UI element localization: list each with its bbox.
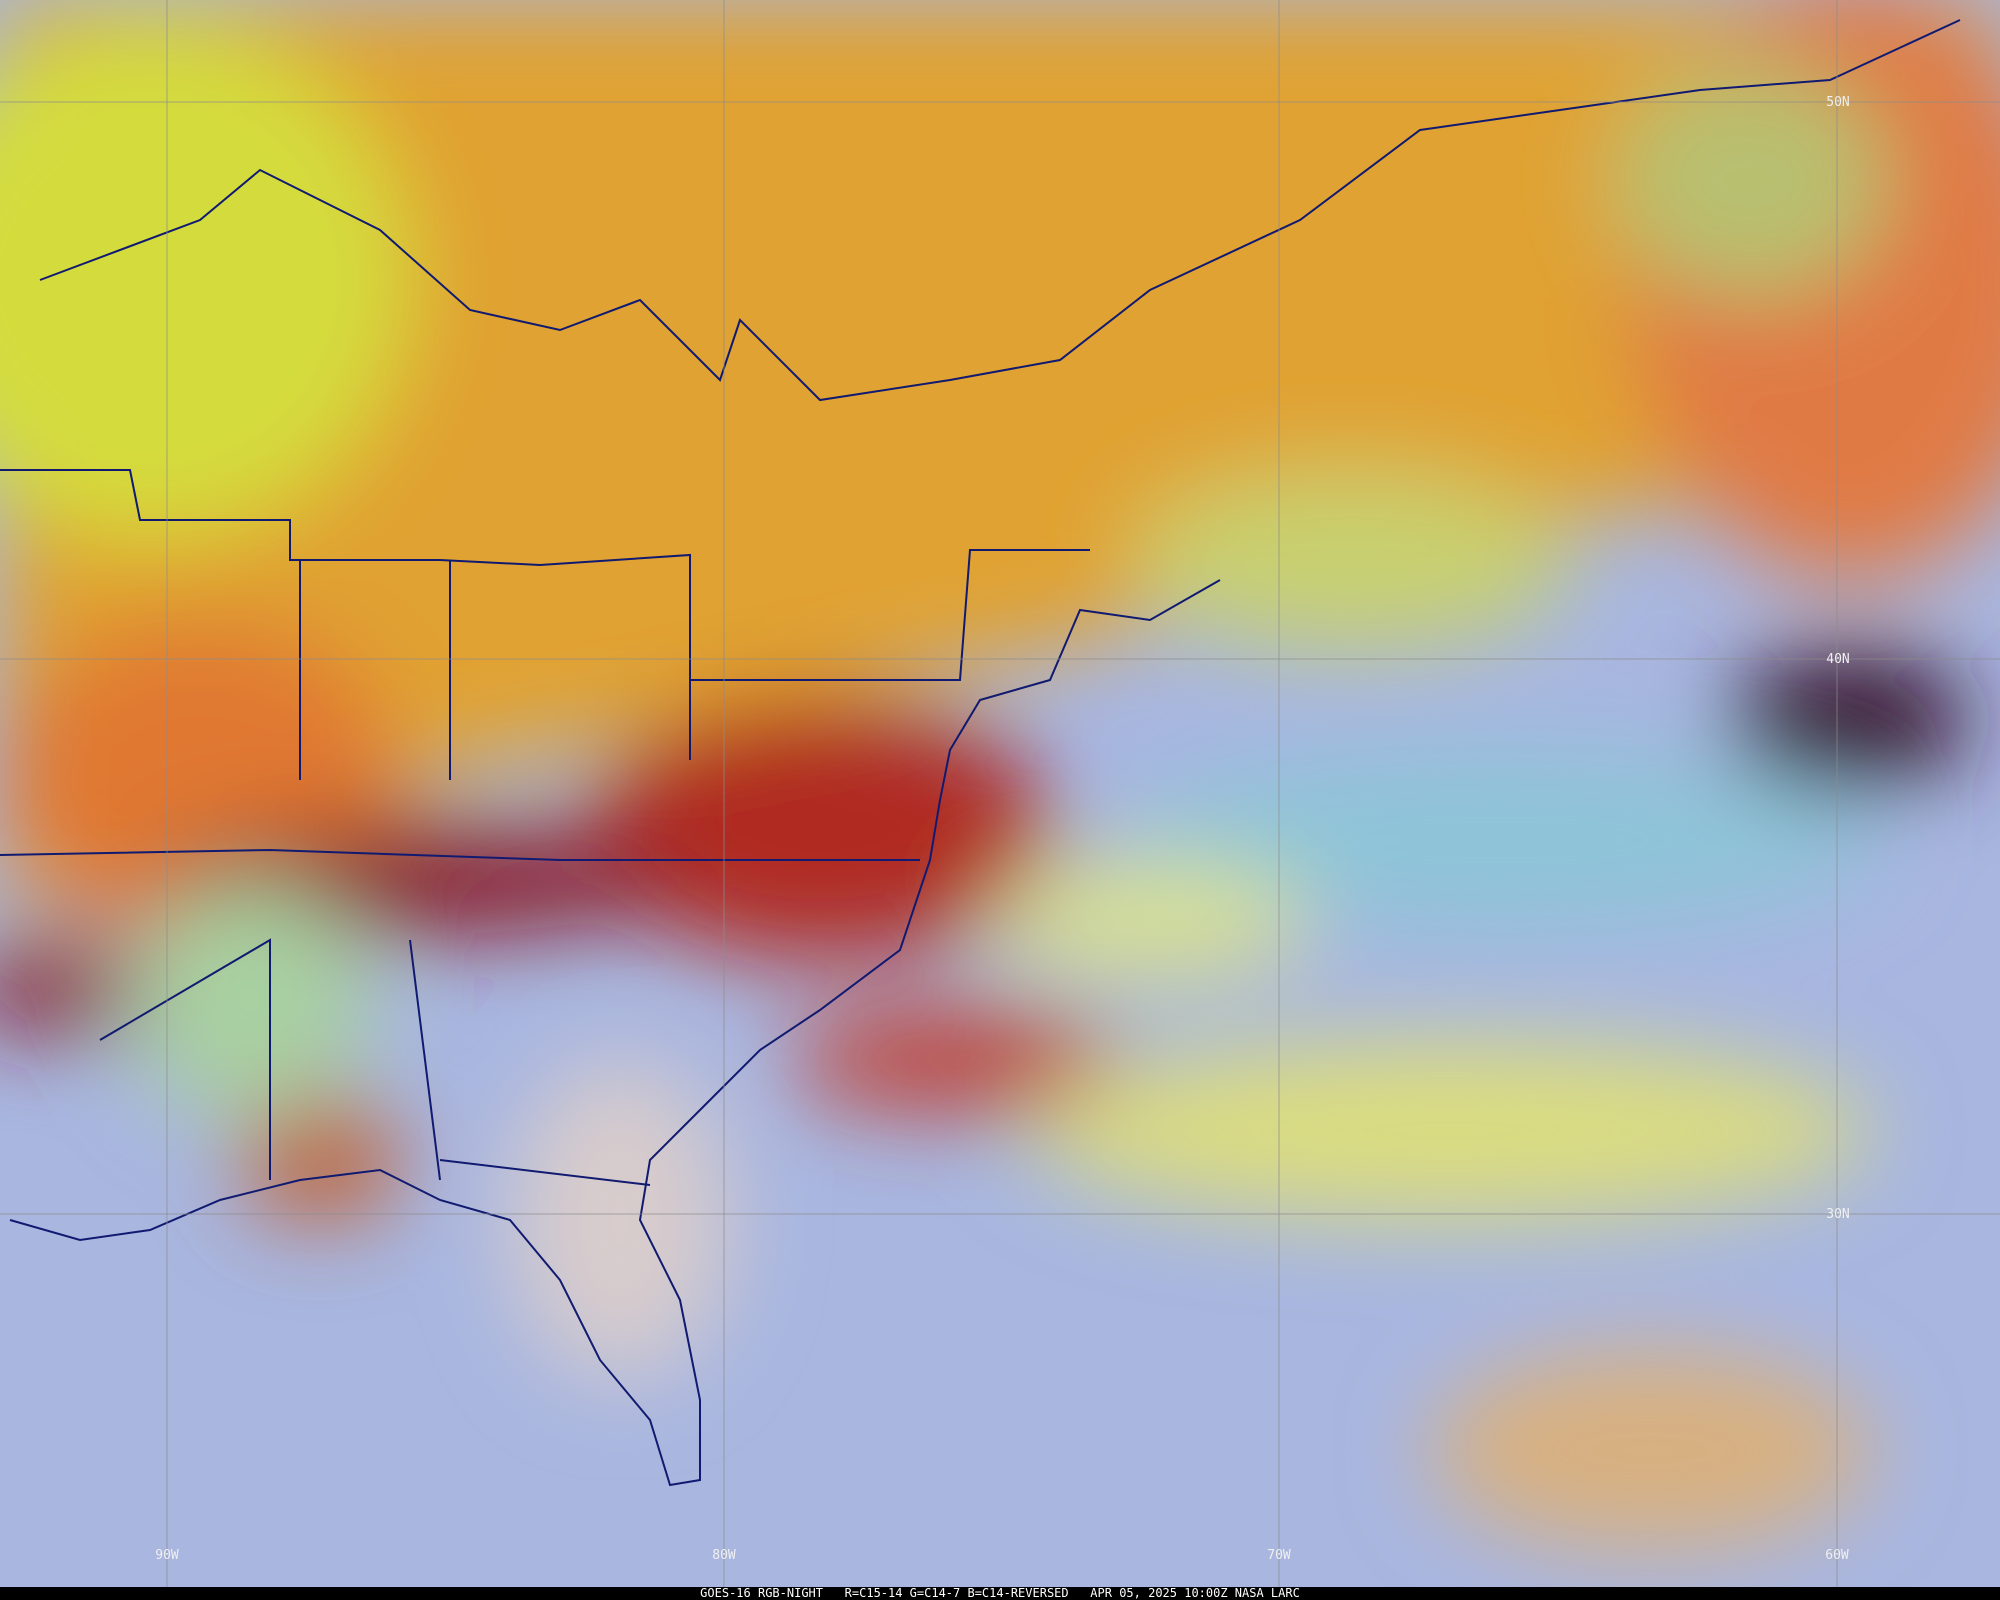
longitude-label: 80W xyxy=(712,1548,736,1563)
latitude-label: 30N xyxy=(1826,1207,1849,1222)
footer-caption: GOES-16 RGB-NIGHT R=C15-14 G=C14-7 B=C14… xyxy=(700,1586,1300,1600)
latitude-label: 50N xyxy=(1826,95,1849,110)
longitude-label: 60W xyxy=(1825,1548,1849,1563)
labels: 50N 40N 30N 90W 80W 70W 60W xyxy=(155,95,1849,1563)
longitude-label: 90W xyxy=(155,1548,179,1563)
longitude-label: 70W xyxy=(1267,1548,1291,1563)
borders xyxy=(0,19,1961,1487)
footer-bar xyxy=(0,1587,2000,1600)
latitude-label: 40N xyxy=(1826,652,1849,667)
